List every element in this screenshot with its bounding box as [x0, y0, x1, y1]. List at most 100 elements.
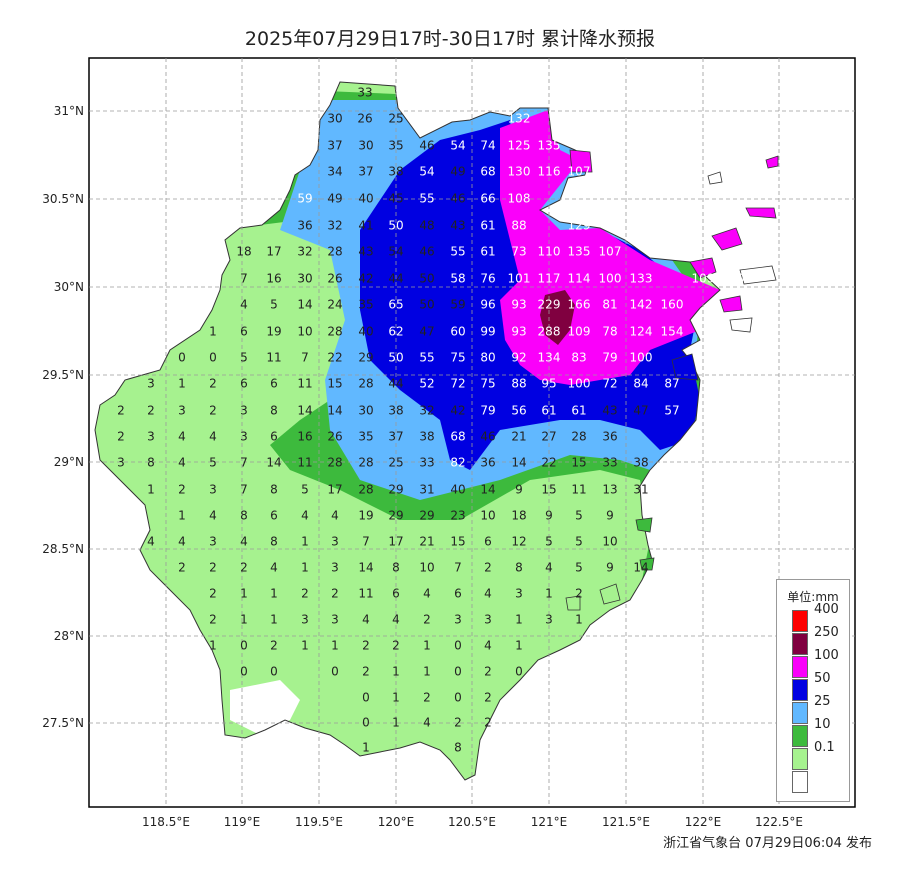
- station-value: 4: [178, 456, 186, 470]
- station-value: 3: [331, 561, 339, 575]
- station-value: 135: [538, 139, 561, 153]
- station-value: 14: [266, 456, 281, 470]
- station-value: 30: [358, 139, 373, 153]
- station-value: 30: [297, 272, 312, 286]
- station-value: 2: [423, 613, 431, 627]
- station-value: 40: [358, 325, 373, 339]
- station-value: 1: [515, 613, 523, 627]
- station-value: 6: [270, 509, 278, 523]
- station-value: 87: [664, 377, 679, 391]
- station-value: 125: [508, 139, 531, 153]
- station-value: 75: [450, 351, 465, 365]
- station-value: 110: [538, 245, 561, 259]
- station-value: 42: [450, 404, 465, 418]
- station-value: 15: [571, 456, 586, 470]
- station-value: 1: [209, 639, 217, 653]
- legend-item: 250: [792, 625, 852, 656]
- station-value: 9: [606, 509, 614, 523]
- legend-item: 50: [792, 671, 852, 702]
- station-value: 54: [419, 165, 434, 179]
- station-value: 2: [301, 587, 309, 601]
- station-value: 0: [454, 665, 462, 679]
- legend-swatch: [792, 610, 808, 632]
- station-value: 22: [541, 456, 556, 470]
- station-value: 15: [327, 377, 342, 391]
- station-value: 28: [571, 430, 586, 444]
- station-value: 14: [358, 561, 373, 575]
- station-value: 4: [178, 430, 186, 444]
- station-value: 1: [423, 639, 431, 653]
- station-value: 15: [450, 535, 465, 549]
- station-value: 130: [722, 272, 745, 286]
- station-value: 25: [388, 456, 403, 470]
- station-value: 26: [357, 112, 372, 126]
- station-value: 33: [602, 456, 617, 470]
- station-value: 68: [480, 165, 495, 179]
- station-value: 100: [568, 377, 591, 391]
- station-value: 38: [419, 430, 434, 444]
- station-value: 18: [511, 509, 526, 523]
- lat-label-27-5: 27.5°N: [42, 716, 84, 730]
- station-value: 99: [480, 325, 495, 339]
- station-value: 135: [568, 245, 591, 259]
- islands: [565, 149, 779, 611]
- station-value: 22: [327, 351, 342, 365]
- station-value: 1: [178, 509, 186, 523]
- legend-swatch: [792, 725, 808, 747]
- station-value: 13: [602, 483, 617, 497]
- station-value: 130: [508, 165, 531, 179]
- station-value: 2: [362, 665, 370, 679]
- lat-label-30: 30°N: [54, 280, 84, 294]
- station-value: 1: [392, 691, 400, 705]
- station-value: 0: [362, 691, 370, 705]
- station-value: 29: [388, 483, 403, 497]
- station-value: 3: [209, 535, 217, 549]
- station-value: 1: [270, 587, 278, 601]
- station-value: 21: [511, 430, 526, 444]
- lat-label-30-5: 30.5°N: [42, 192, 84, 206]
- lon-label-120-5: 120.5°E: [448, 815, 496, 829]
- station-value: 18: [236, 245, 251, 259]
- station-value: 46: [450, 192, 465, 206]
- station-value: 142: [630, 298, 653, 312]
- station-value: 0: [454, 639, 462, 653]
- station-value: 9: [606, 561, 614, 575]
- station-value: 4: [484, 587, 492, 601]
- station-value: 1: [270, 613, 278, 627]
- station-value: 288: [538, 325, 561, 339]
- station-value: 82: [450, 456, 465, 470]
- station-value: 33: [357, 86, 372, 100]
- station-value: 59: [297, 192, 312, 206]
- lat-label-29-5: 29.5°N: [42, 368, 84, 382]
- station-value: 3: [301, 613, 309, 627]
- station-value: 14: [511, 456, 526, 470]
- station-value: 1: [301, 535, 309, 549]
- station-value: 25: [388, 112, 403, 126]
- station-value: 14: [297, 404, 312, 418]
- station-value: 3: [331, 613, 339, 627]
- map-title: 2025年07月29日17时-30日17时 累计降水预报: [244, 28, 656, 50]
- station-value: 6: [484, 535, 492, 549]
- station-value: 2: [484, 716, 492, 730]
- station-value: 8: [270, 483, 278, 497]
- lon-label-122: 122°E: [685, 815, 722, 829]
- station-value: 0: [178, 351, 186, 365]
- station-value: 61: [480, 245, 495, 259]
- station-value: 65: [388, 298, 403, 312]
- station-value: 17: [388, 535, 403, 549]
- station-value: 2: [209, 587, 217, 601]
- station-value: 31: [419, 483, 434, 497]
- station-value: 4: [484, 639, 492, 653]
- station-value: 0: [240, 665, 248, 679]
- station-value: 28: [358, 483, 373, 497]
- station-value: 37: [388, 430, 403, 444]
- station-value: 2: [240, 561, 248, 575]
- station-value: 8: [392, 561, 400, 575]
- station-value: 1: [301, 639, 309, 653]
- legend-label: 50: [814, 671, 831, 686]
- station-value: 3: [454, 613, 462, 627]
- station-value: 37: [327, 139, 342, 153]
- station-value: 35: [358, 430, 373, 444]
- lon-label-121: 121°E: [531, 815, 568, 829]
- station-value: 132: [508, 112, 531, 126]
